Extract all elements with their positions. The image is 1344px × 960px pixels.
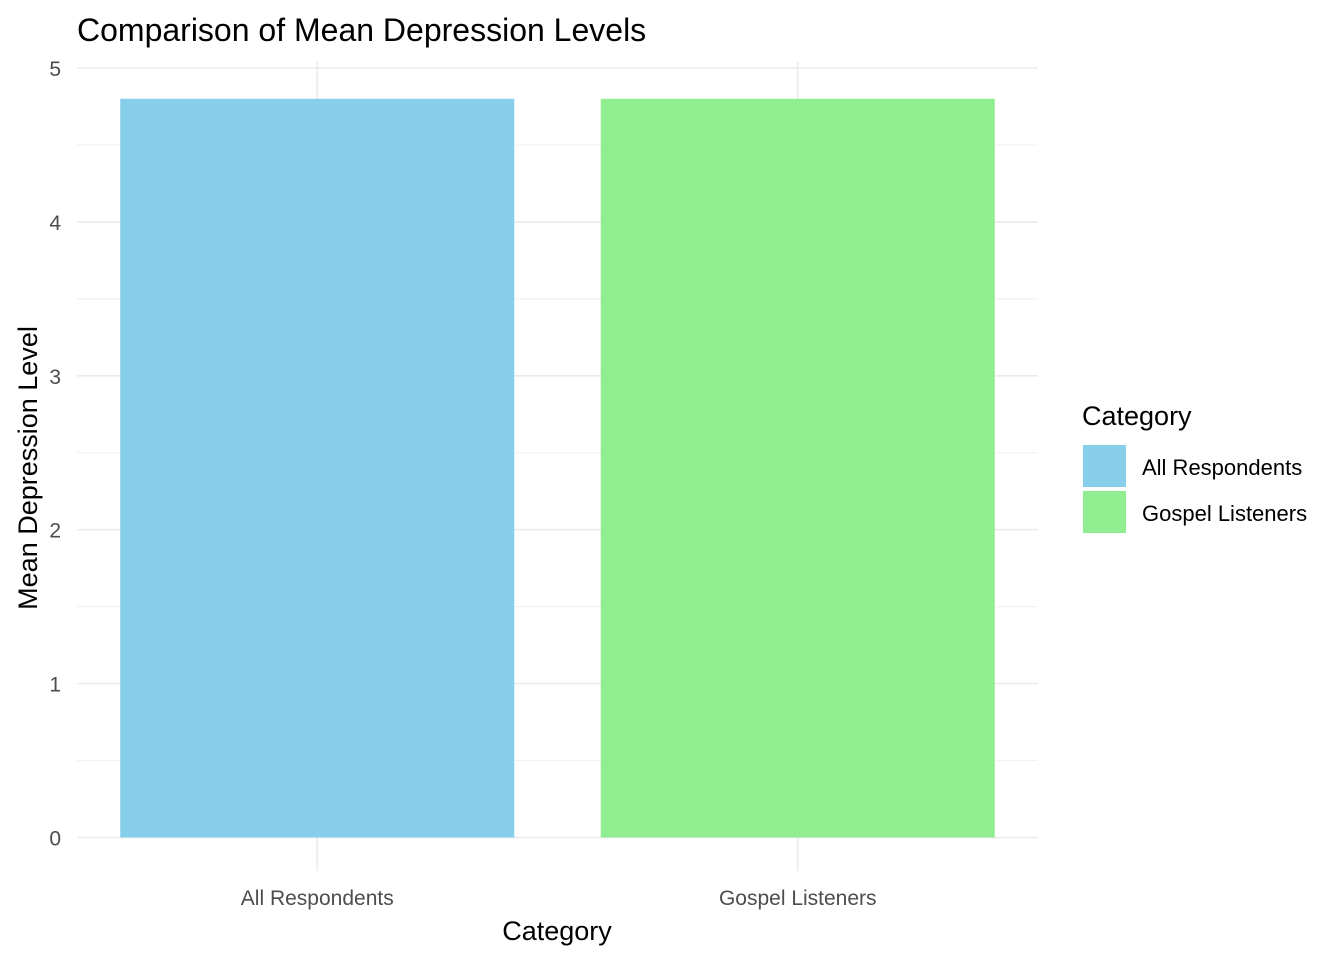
legend-title: Category	[1082, 401, 1192, 431]
y-tick-label: 1	[49, 674, 61, 697]
x-tick-label: Gospel Listeners	[719, 887, 877, 910]
legend-label: All Respondents	[1142, 455, 1302, 480]
x-tick-label: All Respondents	[241, 887, 394, 910]
legend: Category All Respondents Gospel Listeners	[1082, 401, 1307, 533]
y-axis-title: Mean Depression Level	[13, 326, 43, 610]
legend-items: All Respondents Gospel Listeners	[1083, 445, 1307, 533]
bar-gospel-listeners	[600, 98, 995, 838]
bars	[120, 98, 995, 838]
legend-swatch	[1083, 491, 1126, 533]
bar-all-respondents	[120, 98, 515, 838]
x-axis-title: Category	[502, 916, 612, 946]
y-tick-label: 4	[49, 212, 61, 235]
y-tick-label: 5	[49, 58, 61, 81]
legend-swatch	[1083, 445, 1126, 487]
y-axis-ticks: 0 1 2 3 4 5	[49, 58, 61, 851]
legend-label: Gospel Listeners	[1142, 501, 1307, 526]
y-tick-label: 2	[49, 520, 61, 543]
y-tick-label: 0	[49, 828, 61, 851]
chart-title: Comparison of Mean Depression Levels	[77, 12, 646, 48]
x-axis-ticks: All Respondents Gospel Listeners	[241, 887, 877, 910]
y-tick-label: 3	[49, 366, 61, 389]
